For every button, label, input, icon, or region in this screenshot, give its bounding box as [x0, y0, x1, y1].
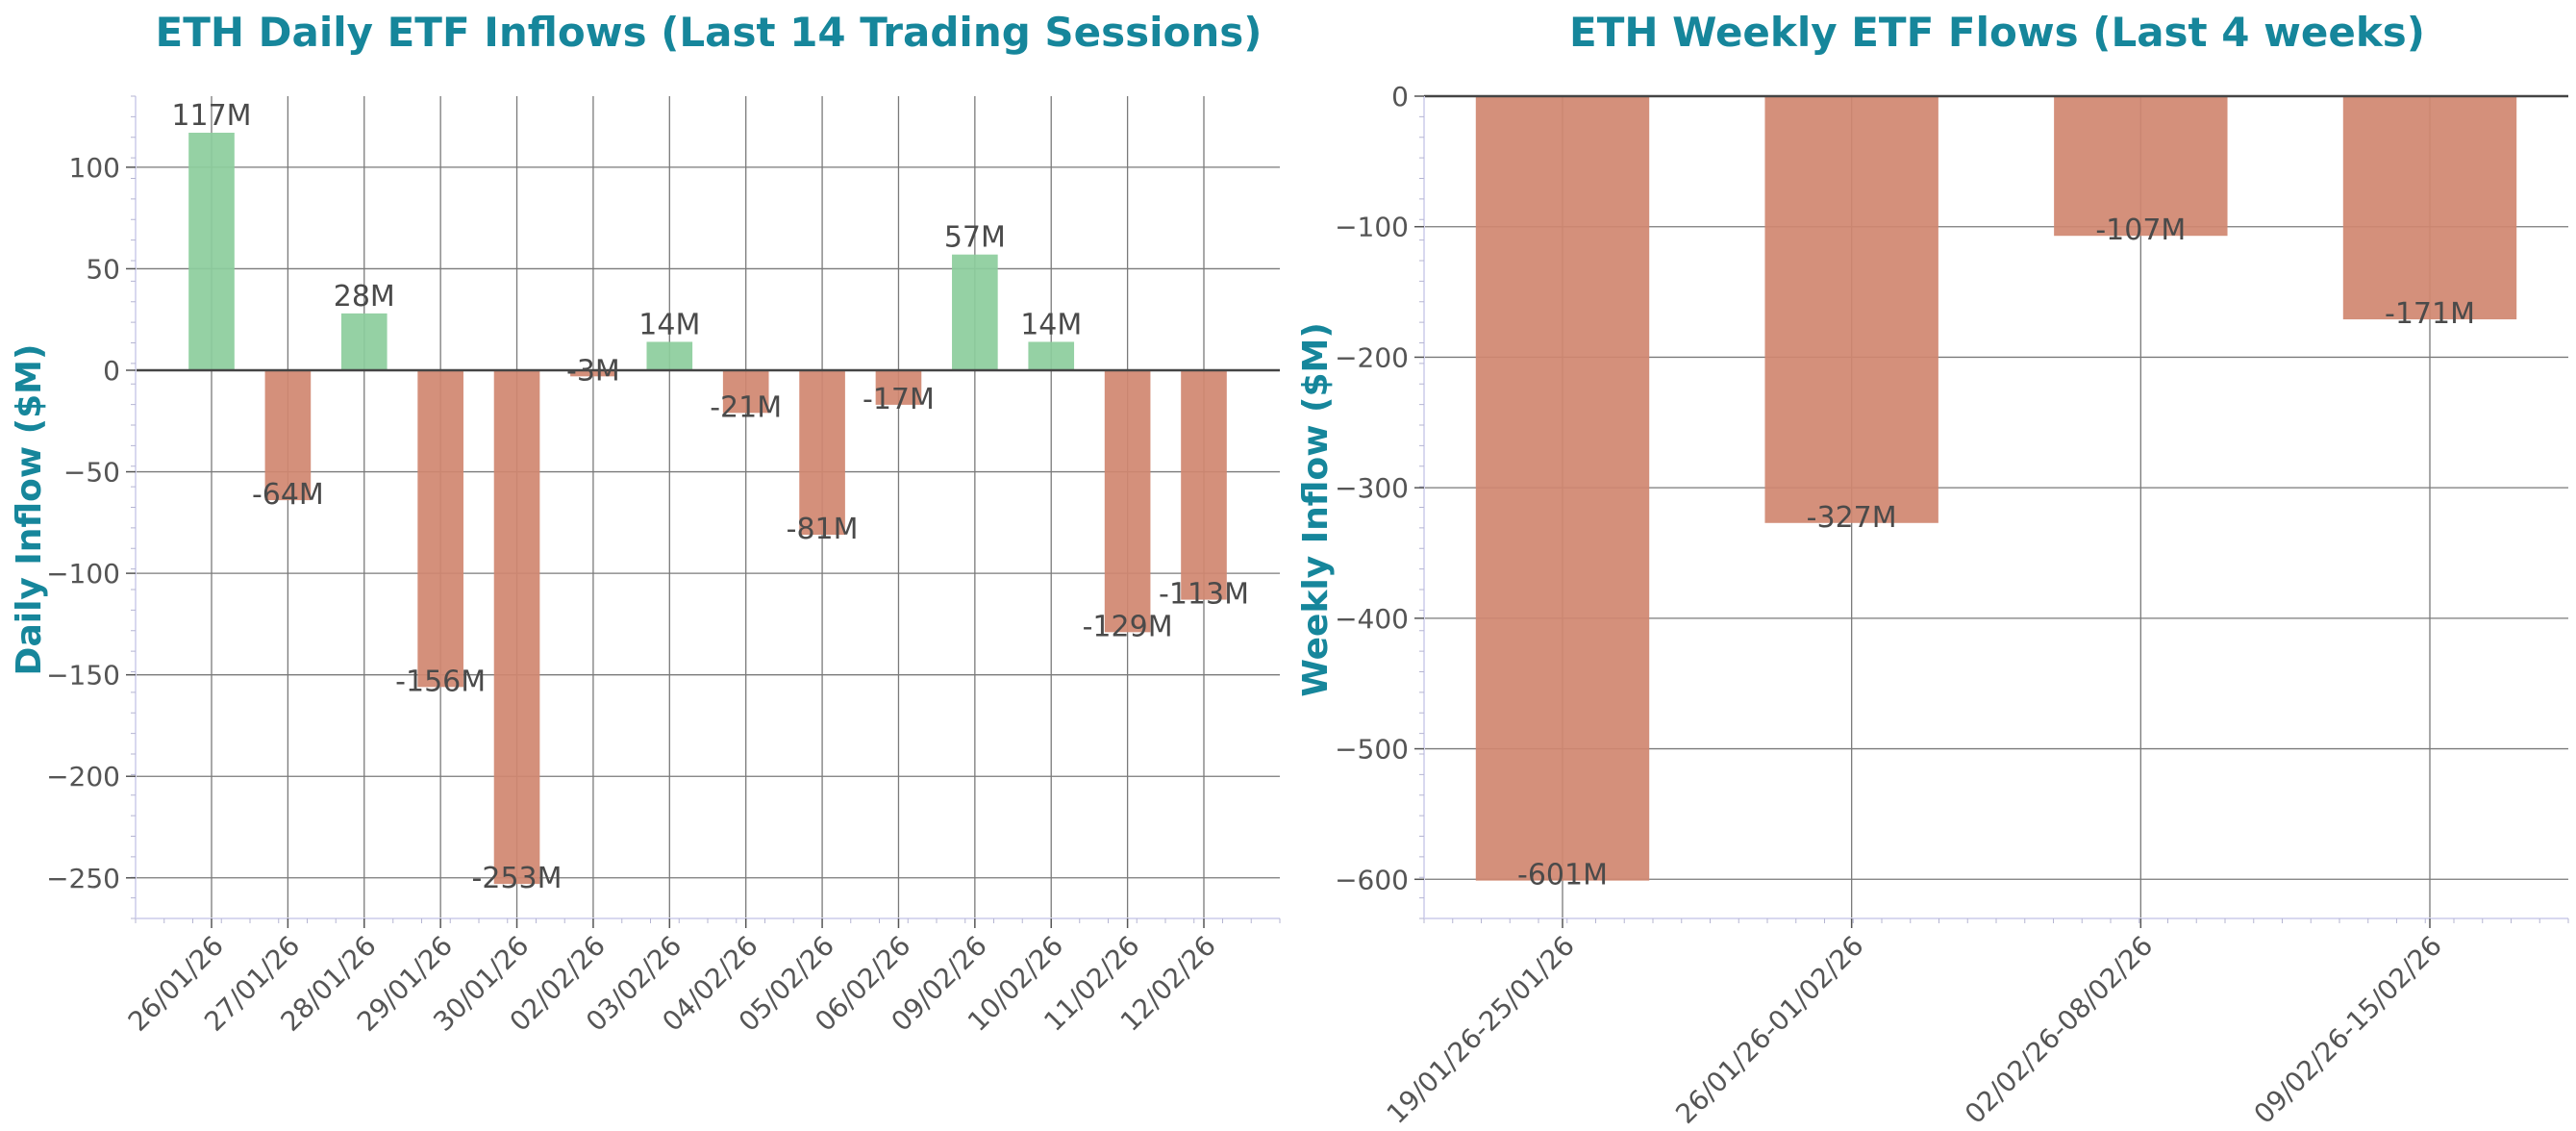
x-tick-label: 19/01/26-25/01/26	[1381, 930, 1581, 1130]
data-label: -113M	[1159, 578, 1249, 612]
y-tick-label: −200	[46, 761, 120, 792]
weekly-flows-chart: ETH Weekly ETF Flows (Last 4 weeks) Week…	[1296, 9, 2569, 1130]
weekly-chart-ylabel: Weekly Inflow ($M)	[1296, 322, 1336, 697]
bar-12/02/26	[1181, 370, 1227, 600]
data-label: -171M	[2385, 297, 2475, 331]
bar-26/01/26-01/02/26	[1764, 96, 1938, 523]
y-tick-label: −100	[46, 558, 120, 590]
data-label: -64M	[252, 478, 324, 512]
daily-inflows-chart: ETH Daily ETF Inflows (Last 14 Trading S…	[10, 9, 1281, 1038]
data-label: -107M	[2095, 214, 2186, 247]
y-tick-label: 0	[103, 355, 120, 387]
data-label: -129M	[1083, 610, 1173, 643]
y-tick-label: −250	[46, 863, 120, 894]
data-label: 117M	[171, 99, 251, 133]
bar-02/02/26	[570, 370, 616, 377]
bar-05/02/26	[799, 370, 845, 535]
bar-04/02/26	[722, 370, 769, 414]
bar-30/01/26	[493, 370, 540, 885]
bar-27/01/26	[264, 370, 312, 501]
y-tick-label: −50	[63, 457, 120, 489]
bar-29/01/26	[417, 370, 463, 688]
y-tick-label: −200	[1335, 341, 1409, 373]
bar-11/02/26	[1104, 370, 1151, 633]
weekly-plot-area: 0 −100 −200 −300 −400 −500 −600 19/01/26-25/01/…	[1335, 81, 2569, 1130]
y-tick-label: 0	[1391, 81, 1409, 113]
daily-chart-title: ETH Daily ETF Inflows (Last 14 Trading S…	[156, 9, 1263, 56]
bar-10/02/26	[1028, 341, 1075, 370]
bar-09/02/26-15/02/26	[2342, 96, 2517, 320]
x-tick-label: 02/02/26-08/02/26	[1959, 930, 2159, 1130]
data-label: -3M	[566, 354, 620, 388]
data-label: -156M	[395, 665, 486, 698]
y-tick-label: −150	[46, 660, 120, 691]
x-tick-label: 09/02/26-15/02/26	[2248, 930, 2448, 1130]
bar-09/02/26	[952, 254, 998, 370]
data-label: 14M	[1020, 308, 1082, 341]
bar-19/01/26-25/01/26	[1475, 96, 1650, 881]
data-label: 28M	[334, 280, 395, 314]
bar-06/02/26	[875, 370, 922, 405]
y-tick-label: −600	[1335, 864, 1409, 895]
y-tick-label: −100	[1335, 212, 1409, 243]
data-label: -21M	[710, 390, 782, 424]
y-tick-label: 100	[69, 152, 120, 184]
bar-28/01/26	[340, 313, 388, 370]
data-label: -17M	[863, 383, 935, 416]
y-tick-label: −400	[1335, 603, 1409, 635]
data-label: -81M	[787, 513, 859, 546]
data-label: -601M	[1517, 859, 1608, 892]
daily-chart-ylabel: Daily Inflow ($M)	[10, 344, 49, 676]
y-tick-label: −300	[1335, 472, 1409, 504]
bar-26/01/26	[188, 133, 235, 370]
weekly-chart-title: ETH Weekly ETF Flows (Last 4 weeks)	[1569, 9, 2425, 56]
bar-02/02/26-08/02/26	[2054, 96, 2228, 237]
daily-plot-area: 100500−50−100−150−200−25026/01/2627/01/2…	[46, 95, 1281, 1038]
data-label: 57M	[944, 221, 1006, 255]
data-label: 14M	[638, 308, 700, 341]
y-tick-label: −500	[1335, 734, 1409, 766]
x-tick-label: 26/01/26-01/02/26	[1669, 930, 1869, 1130]
bar-03/02/26	[646, 341, 693, 370]
y-tick-label: 50	[86, 253, 120, 285]
data-label: -253M	[472, 862, 563, 895]
data-label: -327M	[1807, 501, 1897, 535]
